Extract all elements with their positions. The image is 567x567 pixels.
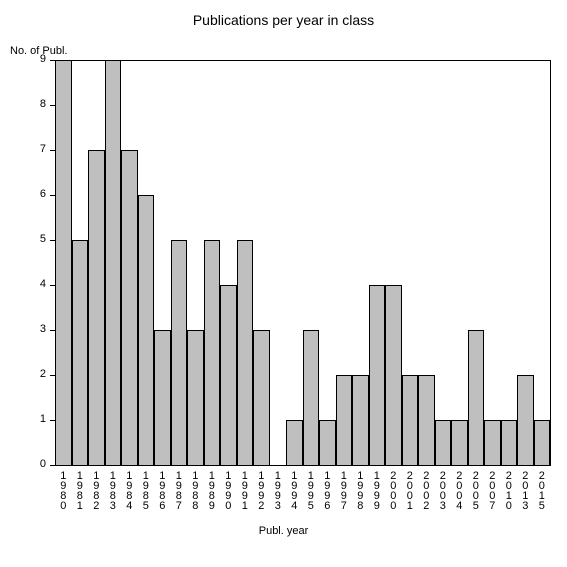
bar [352,375,369,466]
x-tick-label: 2000 [387,470,398,510]
x-tick-label: 1996 [321,470,332,510]
x-tick-label: 1999 [371,470,382,510]
bar [88,150,105,466]
x-tick-label: 1994 [288,470,299,510]
x-tick-label: 2013 [519,470,530,510]
bar [319,420,336,466]
x-tick-label: 1995 [305,470,316,510]
x-tick-label: 2015 [536,470,547,510]
y-tick-mark [50,285,55,286]
bar [154,330,171,466]
x-tick-label: 1987 [173,470,184,510]
y-tick-mark [50,195,55,196]
y-tick-mark [50,105,55,106]
y-tick-mark [50,330,55,331]
x-tick-label: 1989 [206,470,217,510]
bar [204,240,221,466]
y-tick-label: 4 [30,278,46,290]
bar [220,285,237,466]
x-tick-label: 1985 [140,470,151,510]
x-tick-label: 1990 [222,470,233,510]
bar [468,330,485,466]
x-tick-label: 1992 [255,470,266,510]
y-tick-label: 6 [30,188,46,200]
bar [171,240,188,466]
y-tick-label: 9 [30,53,46,65]
x-tick-label: 2003 [437,470,448,510]
y-tick-label: 5 [30,233,46,245]
bar [517,375,534,466]
x-tick-label: 2010 [503,470,514,510]
x-tick-label: 2005 [470,470,481,510]
y-tick-label: 0 [30,458,46,470]
bar [385,285,402,466]
x-tick-label: 1997 [338,470,349,510]
bar [105,60,122,466]
bar [55,60,72,466]
x-tick-label: 2002 [420,470,431,510]
x-tick-label: 1982 [90,470,101,510]
y-tick-label: 8 [30,98,46,110]
bar [336,375,353,466]
bar [72,240,89,466]
y-tick-label: 1 [30,413,46,425]
bar [138,195,155,466]
x-tick-label: 2001 [404,470,415,510]
chart-title: Publications per year in class [0,12,567,28]
y-tick-mark [50,420,55,421]
bar [121,150,138,466]
x-tick-label: 1980 [57,470,68,510]
chart-container: Publications per year in class No. of Pu… [0,0,567,567]
y-tick-label: 7 [30,143,46,155]
bar [501,420,518,466]
bar [435,420,452,466]
x-tick-label: 1984 [123,470,134,510]
bar [534,420,551,466]
bar [286,420,303,466]
y-tick-mark [50,240,55,241]
x-tick-label: 2007 [486,470,497,510]
bar [402,375,419,466]
y-tick-label: 2 [30,368,46,380]
bar [418,375,435,466]
bar [369,285,386,466]
bar [484,420,501,466]
y-tick-mark [50,375,55,376]
bar [451,420,468,466]
bar [187,330,204,466]
y-tick-mark [50,465,55,466]
x-tick-label: 1988 [189,470,200,510]
bar [237,240,254,466]
y-tick-mark [50,150,55,151]
x-tick-label: 1998 [354,470,365,510]
x-axis-title: Publ. year [0,525,567,537]
bar [303,330,320,466]
y-tick-label: 3 [30,323,46,335]
x-tick-label: 2004 [453,470,464,510]
y-tick-mark [50,60,55,61]
bar [253,330,270,466]
x-tick-label: 1983 [107,470,118,510]
x-tick-label: 1993 [272,470,283,510]
x-tick-label: 1981 [74,470,85,510]
x-tick-label: 1986 [156,470,167,510]
x-tick-label: 1991 [239,470,250,510]
